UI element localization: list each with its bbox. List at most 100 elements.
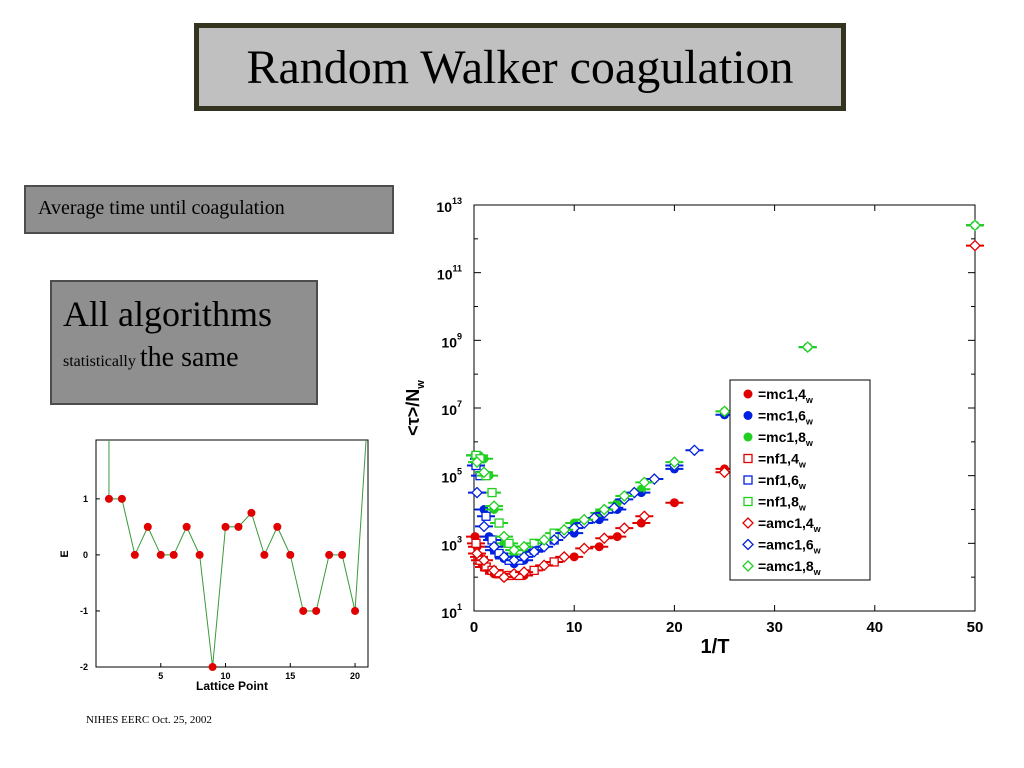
legend-label: =mc1,4w bbox=[758, 386, 814, 405]
energy-chart-point bbox=[325, 550, 334, 559]
coagulation-chart-point bbox=[494, 518, 504, 528]
coagulation-chart-point bbox=[488, 500, 500, 513]
coagulation-chart-point bbox=[558, 523, 571, 536]
coagulation-chart-point bbox=[518, 566, 531, 579]
coagulation-chart-point bbox=[488, 564, 500, 577]
legend-marker bbox=[743, 389, 753, 399]
coagulation-chart-point bbox=[529, 565, 539, 576]
energy-chart-point bbox=[299, 606, 308, 615]
coagulation-chart-point bbox=[618, 490, 631, 502]
energy-chart-point bbox=[156, 550, 165, 559]
coagulation-chart-axes: 0 10 20 30 40 50 101 103 105 107 109 1011 1013 bbox=[436, 196, 983, 636]
legend-marker bbox=[743, 496, 753, 507]
coagulation-chart-point bbox=[669, 498, 679, 508]
energy-chart-ytick-label: 0 bbox=[83, 550, 88, 560]
coagulation-chart-point bbox=[612, 532, 622, 542]
claim-big-text: the same bbox=[139, 342, 239, 373]
coagulation-chart-point bbox=[488, 540, 500, 553]
coagulation-chart-ytick-label: 1013 bbox=[436, 196, 462, 215]
legend-marker bbox=[742, 517, 754, 529]
energy-chart-point bbox=[286, 550, 295, 559]
coagulation-chart-point bbox=[688, 444, 701, 457]
coagulation-chart-point bbox=[528, 545, 541, 558]
slide-title: Random Walker coagulation bbox=[246, 40, 794, 94]
coagulation-chart-point bbox=[478, 554, 490, 567]
coagulation-chart-point bbox=[578, 513, 591, 526]
coagulation-chart-point bbox=[578, 542, 591, 555]
coagulation-chart-point bbox=[598, 503, 611, 516]
title-box: Random Walker coagulation bbox=[194, 23, 846, 111]
coagulation-chart-point bbox=[548, 534, 561, 546]
energy-chart-xtick-label: 15 bbox=[285, 671, 295, 681]
coagulation-chart-point bbox=[478, 466, 490, 479]
coagulation-chart-point bbox=[718, 405, 731, 418]
coagulation-chart-point bbox=[638, 476, 651, 489]
coagulation-chart-point bbox=[618, 522, 631, 535]
coagulation-chart-xtick-label: 0 bbox=[470, 619, 478, 636]
coagulation-chart-point bbox=[498, 530, 510, 543]
energy-chart-xtick-label: 5 bbox=[158, 671, 163, 681]
legend-marker bbox=[743, 432, 753, 442]
coagulation-chart-point bbox=[518, 540, 531, 553]
energy-chart-point bbox=[182, 522, 191, 531]
coagulation-chart-point bbox=[471, 486, 483, 499]
coagulation-chart-point bbox=[969, 239, 981, 252]
energy-chart-point bbox=[221, 522, 230, 531]
legend-marker bbox=[743, 453, 753, 464]
energy-chart-point bbox=[260, 550, 269, 559]
legend-marker bbox=[743, 411, 753, 420]
coagulation-chart-point bbox=[538, 534, 551, 546]
coagulation-chart-point bbox=[471, 538, 481, 548]
energy-chart-point bbox=[208, 663, 217, 671]
coagulation-chart-point bbox=[538, 559, 551, 572]
coagulation-chart-point bbox=[481, 511, 491, 521]
coagulation-chart-xtick-label: 30 bbox=[766, 619, 783, 636]
claim-line-2: statistically the same bbox=[63, 342, 316, 374]
coagulation-chart-ylabel: <τ>/Nw bbox=[403, 380, 427, 436]
energy-chart-xlabel: Lattice Point bbox=[196, 679, 268, 693]
energy-chart-marks bbox=[104, 439, 367, 671]
coagulation-chart-point bbox=[478, 520, 490, 533]
energy-chart-point bbox=[273, 522, 282, 531]
coagulation-chart-series bbox=[468, 219, 984, 557]
energy-chart: 5 10 15 20 -2 -1 0 1 Lattice Point E bbox=[59, 439, 369, 693]
coagulation-chart-xtick-label: 50 bbox=[967, 619, 984, 636]
coagulation-chart-xlabel: 1/T bbox=[701, 636, 730, 658]
legend-label: =nf1,6w bbox=[758, 472, 807, 491]
energy-chart-line bbox=[108, 439, 367, 668]
legend-marker bbox=[743, 475, 753, 485]
coagulation-chart-xtick-label: 10 bbox=[566, 619, 583, 636]
coagulation-chart-point bbox=[518, 550, 531, 563]
energy-chart-point bbox=[169, 550, 178, 559]
energy-chart-point bbox=[351, 606, 360, 615]
coagulation-chart-point bbox=[969, 219, 981, 232]
coagulation-chart-point bbox=[558, 550, 571, 563]
coagulation-chart-ytick-label: 107 bbox=[441, 399, 462, 418]
energy-chart-point bbox=[104, 494, 113, 503]
coagulation-chart-point bbox=[471, 547, 483, 560]
energy-chart-point bbox=[312, 606, 321, 615]
energy-chart-xtick-label: 20 bbox=[350, 671, 360, 681]
coagulation-chart-point bbox=[471, 456, 483, 469]
energy-chart-point bbox=[143, 522, 152, 531]
energy-chart-ytick-label: -1 bbox=[80, 606, 88, 616]
energy-chart-plot-area bbox=[95, 439, 369, 668]
coagulation-chart-ylabel-sub: w bbox=[415, 380, 427, 390]
coagulation-chart-ytick-label: 109 bbox=[441, 331, 462, 350]
coagulation-chart-point bbox=[538, 540, 551, 553]
claim-line-1: All algorithms bbox=[63, 294, 272, 334]
coagulation-chart-legend: =mc1,4w =mc1,6w =mc1,8w =nf1,4w =nf1,6w =nf1,… bbox=[729, 379, 871, 581]
footer-note: NIHES EERC Oct. 25, 2002 bbox=[86, 714, 212, 726]
energy-chart-xtick-label: 10 bbox=[221, 671, 231, 681]
energy-chart-point bbox=[234, 522, 243, 531]
energy-chart-point bbox=[247, 508, 256, 517]
slide-subtitle: Average time until coagulation bbox=[38, 197, 285, 219]
coagulation-chart-point bbox=[594, 542, 604, 552]
legend-label: =amc1,4w bbox=[758, 515, 822, 534]
coagulation-chart-point bbox=[638, 510, 651, 523]
energy-chart-ylabel: E bbox=[59, 550, 71, 557]
energy-chart-ytick-label: -2 bbox=[80, 662, 88, 672]
coagulation-chart-point bbox=[569, 552, 579, 562]
coagulation-time-chart: 0 10 20 30 40 50 101 103 105 107 109 1011 1013 =mc1,… bbox=[403, 196, 984, 658]
energy-chart-ytick-label: 1 bbox=[83, 494, 88, 504]
